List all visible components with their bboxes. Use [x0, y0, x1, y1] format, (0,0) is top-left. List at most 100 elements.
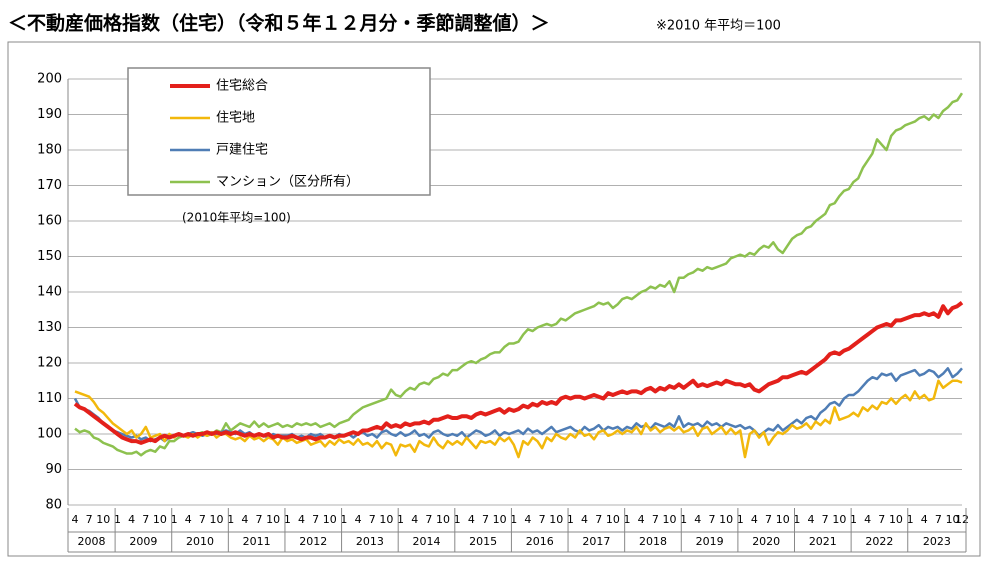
x-tick-label: 7 — [595, 513, 602, 526]
x-tick-label: 1 — [907, 513, 914, 526]
x-tick-label: 1 — [114, 513, 121, 526]
x-tick-label: 7 — [142, 513, 149, 526]
legend — [127, 67, 431, 196]
x-tick-label: 4 — [468, 513, 475, 526]
x-tick-label: 4 — [241, 513, 248, 526]
note: ※2010 年平均＝100 — [656, 19, 781, 34]
x-tick-label: 1 — [171, 513, 178, 526]
x-tick-label: 4 — [524, 513, 531, 526]
y-tick-label: 170 — [37, 178, 62, 193]
x-tick-label: 10 — [549, 513, 563, 526]
x-tick-label: 4 — [921, 513, 928, 526]
x-tick-label: 7 — [878, 513, 885, 526]
chart-frame — [7, 41, 981, 557]
year-label: 2015 — [469, 535, 497, 548]
x-tick-label: 10 — [776, 513, 790, 526]
year-label: 2008 — [78, 535, 106, 548]
year-label: 2020 — [752, 535, 780, 548]
year-label: 2012 — [299, 535, 327, 548]
chart-title: ＜不動産価格指数（住宅）（令和５年１２月分・季節調整値）＞ — [8, 12, 550, 35]
legend-label: 住宅地 — [216, 111, 255, 126]
x-tick-label: 1 — [284, 513, 291, 526]
x-tick-label: 4 — [638, 513, 645, 526]
year-label: 2014 — [412, 535, 440, 548]
legend-label: 戸建住宅 — [216, 143, 268, 158]
x-tick-label: 10 — [266, 513, 280, 526]
legend-label: マンション（区分所有） — [216, 175, 359, 190]
x-tick-label: 1 — [454, 513, 461, 526]
x-tick-label: 1 — [397, 513, 404, 526]
y-tick-label: 180 — [37, 143, 62, 158]
year-label: 2018 — [639, 535, 667, 548]
x-tick-label: 7 — [652, 513, 659, 526]
x-tick-label: 10 — [832, 513, 846, 526]
x-tick-label: 10 — [153, 513, 167, 526]
y-tick-label: 160 — [37, 214, 62, 229]
x-tick-label: 4 — [581, 513, 588, 526]
x-tick-label: 4 — [808, 513, 815, 526]
x-tick-label: 7 — [708, 513, 715, 526]
x-tick-label: 10 — [379, 513, 393, 526]
x-tick-label: 10 — [946, 513, 960, 526]
x-tick-label: 7 — [256, 513, 263, 526]
x-tick-label: 7 — [822, 513, 829, 526]
year-label: 2011 — [243, 535, 271, 548]
y-tick-label: 120 — [37, 356, 62, 371]
x-tick-label: 10 — [493, 513, 507, 526]
x-tick-label: 4 — [185, 513, 192, 526]
x-tick-label: 10 — [210, 513, 224, 526]
x-tick-label: 7 — [765, 513, 772, 526]
x-tick-label: 4 — [128, 513, 135, 526]
x-tick-label: 1 — [624, 513, 631, 526]
x-tick-label: 1 — [793, 513, 800, 526]
series-line — [73, 367, 963, 443]
y-tick-label: 80 — [45, 498, 62, 513]
x-tick-label: 1 — [567, 513, 574, 526]
y-tick-label: 130 — [37, 320, 62, 335]
x-tick-label: 4 — [411, 513, 418, 526]
year-label: 2021 — [809, 535, 837, 548]
x-tick-label: 7 — [539, 513, 546, 526]
series-line — [74, 92, 964, 457]
legend-label: 住宅総合 — [216, 79, 268, 94]
year-label: 2016 — [526, 535, 554, 548]
year-label: 2009 — [129, 535, 157, 548]
x-tick-label: 4 — [751, 513, 758, 526]
x-tick-label: 10 — [323, 513, 337, 526]
x-tick-label: 10 — [436, 513, 450, 526]
x-tick-label: 1 — [340, 513, 347, 526]
x-tick-label: 4 — [864, 513, 871, 526]
y-tick-label: 150 — [37, 249, 62, 264]
x-tick-label: 7 — [369, 513, 376, 526]
x-tick-label: 7 — [425, 513, 432, 526]
grid: 80 90 100 110 120 130 140 150 160 170 180 190 200 — [37, 72, 962, 513]
x-tick-label: 10 — [662, 513, 676, 526]
x-tick-label: 4 — [355, 513, 362, 526]
x-tick-label: 7 — [199, 513, 206, 526]
y-tick-label: 200 — [37, 72, 62, 87]
annotation: (2010年平均=100) — [182, 211, 291, 225]
x-tick-label: 10 — [606, 513, 620, 526]
series-line — [74, 379, 963, 459]
x-tick-label: 7 — [312, 513, 319, 526]
x-tick-label: 1 — [510, 513, 517, 526]
y-tick-label: 90 — [45, 462, 62, 477]
x-tick-label: 7 — [86, 513, 93, 526]
x-tick-label: 1 — [850, 513, 857, 526]
x-tick-label: 1 — [227, 513, 234, 526]
y-tick-label: 110 — [37, 391, 62, 406]
x-tick-label: 10 — [719, 513, 733, 526]
year-label: 2010 — [186, 535, 214, 548]
series-line — [73, 301, 964, 445]
x-tick-label: 7 — [935, 513, 942, 526]
y-tick-label: 140 — [37, 285, 62, 300]
x-tick-label: 12 — [955, 513, 969, 526]
plot — [73, 92, 964, 459]
x-tick-label: 4 — [72, 513, 79, 526]
x-tick-label: 7 — [482, 513, 489, 526]
x-tick-label: 1 — [680, 513, 687, 526]
x-tick-label: 4 — [298, 513, 305, 526]
